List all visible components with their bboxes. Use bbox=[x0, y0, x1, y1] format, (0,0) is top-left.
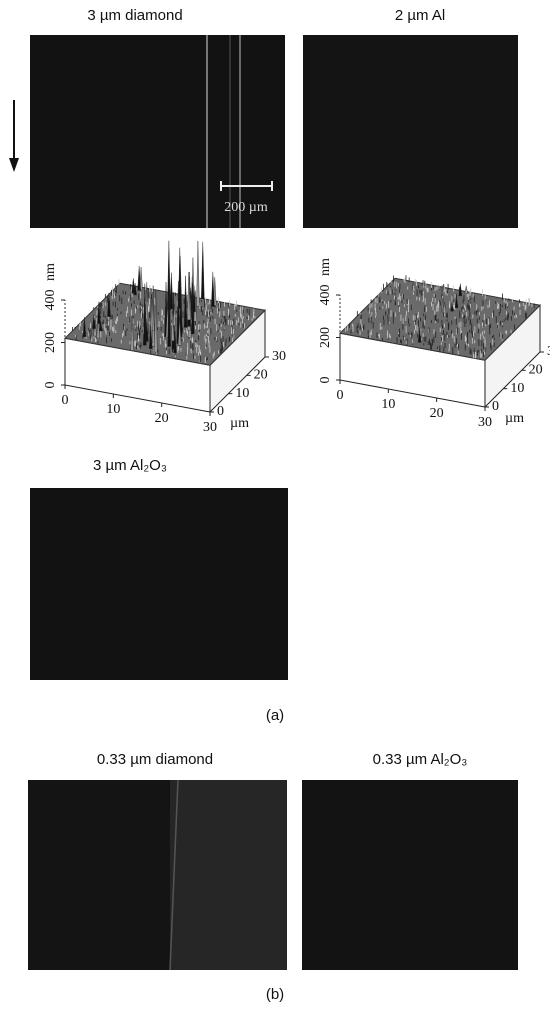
z-tick-label: 400 bbox=[318, 285, 333, 306]
surface-spike bbox=[145, 318, 149, 342]
scale-bar-label: 200 µm bbox=[224, 200, 268, 215]
scratch bbox=[169, 779, 179, 971]
surface-spike bbox=[130, 315, 134, 351]
y-tick-label: 30 bbox=[547, 344, 550, 359]
micrograph bbox=[303, 35, 518, 228]
z-tick-label: 200 bbox=[318, 327, 333, 348]
x-tick-label: 10 bbox=[106, 402, 120, 417]
panel-title: 2 µm Al bbox=[395, 7, 445, 24]
micrograph bbox=[30, 35, 285, 228]
y-tick-label: 0 bbox=[217, 404, 224, 419]
y-tick-label: 10 bbox=[235, 386, 249, 401]
subfigure-label: (a) bbox=[266, 707, 284, 724]
surface-spike bbox=[464, 285, 468, 294]
z-tick-label: 0 bbox=[43, 382, 58, 389]
x-tick-label: 30 bbox=[203, 420, 217, 435]
z-tick-label: 400 bbox=[43, 290, 58, 311]
micrograph bbox=[30, 488, 288, 680]
panel-title: 0.33 µm Al₂O₃ bbox=[373, 751, 468, 768]
subfigure-label: (b) bbox=[266, 986, 284, 1003]
y-unit: µm bbox=[230, 416, 249, 431]
surface-spike bbox=[450, 304, 454, 312]
surface-spike bbox=[86, 327, 91, 338]
surface-spike bbox=[442, 302, 447, 314]
z-tick-label: 200 bbox=[43, 332, 58, 353]
x-tick-label: 20 bbox=[430, 406, 444, 421]
surface-spike bbox=[167, 277, 171, 347]
y-tick-label: 20 bbox=[529, 363, 543, 378]
surface bbox=[338, 277, 542, 361]
z-unit: nm bbox=[43, 263, 58, 281]
y-unit: µm bbox=[505, 411, 524, 426]
surface-spike bbox=[143, 283, 147, 346]
surface-spike bbox=[97, 301, 101, 324]
surface-spike bbox=[98, 320, 103, 332]
surface-spike bbox=[196, 240, 200, 307]
surface-spike bbox=[177, 316, 182, 346]
surface-spike bbox=[192, 285, 196, 313]
rough-region bbox=[170, 780, 287, 970]
surface-spike bbox=[458, 283, 463, 297]
surface-spike bbox=[107, 292, 111, 317]
micrograph bbox=[302, 780, 518, 970]
y-tick-label: 30 bbox=[272, 349, 286, 364]
surface-spike bbox=[201, 241, 205, 300]
z-tick-label: 0 bbox=[318, 377, 333, 384]
x-tick-label: 20 bbox=[155, 411, 169, 426]
surface-spike bbox=[96, 316, 100, 339]
y-tick-label: 20 bbox=[254, 368, 268, 383]
y-tick-label: 0 bbox=[492, 399, 499, 414]
surface-spike bbox=[137, 265, 141, 291]
surface-spike bbox=[154, 290, 158, 353]
surface-spike bbox=[183, 275, 188, 328]
surface-spike bbox=[454, 296, 459, 308]
surface-spike bbox=[187, 271, 191, 321]
x-tick-label: 0 bbox=[337, 388, 344, 403]
surface-spike bbox=[149, 325, 153, 349]
surface-spike bbox=[170, 310, 175, 342]
surface-spike bbox=[417, 327, 422, 343]
x-tick-label: 30 bbox=[478, 415, 492, 430]
surface-spike bbox=[169, 272, 174, 310]
surface-spike bbox=[82, 317, 87, 337]
surface-spike bbox=[211, 271, 215, 307]
panel-title: 3 µm Al₂O₃ bbox=[93, 457, 167, 474]
y-tick-label: 10 bbox=[510, 381, 524, 396]
surface-spike bbox=[133, 283, 137, 296]
x-tick-label: 0 bbox=[62, 393, 69, 408]
arrow-head bbox=[9, 158, 19, 172]
surface-spike bbox=[172, 303, 177, 326]
z-unit: nm bbox=[318, 258, 333, 276]
x-tick-label: 10 bbox=[381, 397, 395, 412]
surface-spike bbox=[92, 314, 96, 329]
panel-title: 3 µm diamond bbox=[87, 7, 182, 24]
panel-title: 0.33 µm diamond bbox=[97, 751, 213, 768]
